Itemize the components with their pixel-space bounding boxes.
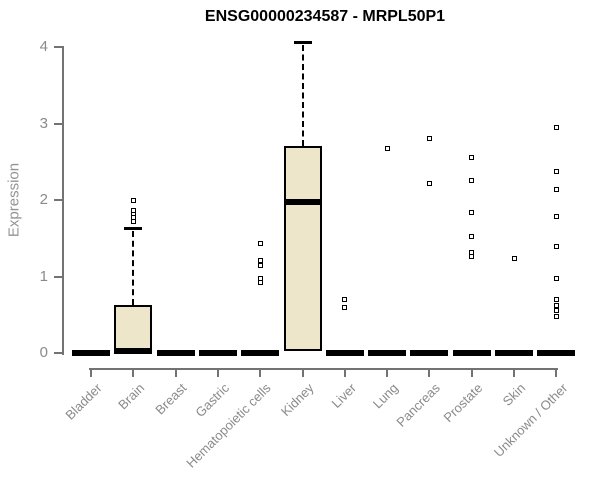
x-tick-label-lung: Lung [369,380,402,412]
y-tick-label-2: 2 [39,191,48,208]
median-unknown-other [537,350,576,356]
x-tick-label-prostate: Prostate [440,380,486,426]
outlier-hematopoietic-cells-1 [257,276,263,282]
x-tick [259,369,262,377]
median-breast [156,350,195,356]
y-tick-label-1: 1 [39,267,48,285]
box-kidney [283,145,322,352]
whisker-cap-brain [124,227,143,231]
outlier-skin-0 [511,255,517,261]
median-skin [495,350,533,356]
x-tick-label-pancreas: Pancreas [393,380,444,430]
outlier-hematopoietic-cells-3 [257,257,263,263]
outlier-prostate-5 [469,155,475,161]
y-tick-label-3: 3 [39,114,48,132]
x-tick-label-breast: Breast [152,380,190,418]
outlier-unknown-other-2 [553,303,559,309]
x-tick [555,369,558,377]
x-tick [174,369,177,377]
y-tick-label-0: 0 [39,344,48,361]
outlier-hematopoietic-cells-2 [257,262,263,268]
box-brain [114,304,153,353]
y-tick [54,46,63,48]
outlier-prostate-2 [469,234,475,240]
x-tick-label-liver: Liver [328,380,359,411]
whisker-kidney [301,44,304,146]
x-tick [343,369,346,377]
outlier-unknown-other-1 [553,308,559,314]
outlier-hematopoietic-cells-4 [257,241,263,247]
x-tick [513,369,515,377]
median-brain [114,348,153,355]
x-tick-label-skin: Skin [499,380,528,409]
x-tick-label-brain: Brain [115,380,148,413]
outlier-unknown-other-8 [553,169,559,175]
outlier-prostate-4 [469,178,475,184]
median-pancreas [410,350,449,356]
x-tick [470,369,473,377]
y-tick-label-4: 4 [39,38,48,55]
y-axis-line [62,46,64,355]
x-tick-label-gastric: Gastric [192,380,232,421]
x-tick [132,369,135,377]
outlier-unknown-other-6 [553,214,559,220]
y-tick [54,352,63,354]
x-tick [216,369,219,377]
median-prostate [452,350,491,356]
x-tick-label-hematopoietic-cells: Hematopoietic cells [183,380,275,471]
y-tick [54,275,63,278]
outlier-brain-3 [130,208,136,214]
y-tick [54,122,63,125]
outlier-pancreas-1 [426,136,432,142]
whisker-brain [132,231,135,305]
x-axis-line [89,368,559,370]
outlier-pancreas-0 [426,181,432,187]
outlier-brain-4 [130,198,136,204]
x-tick [386,369,389,377]
x-tick [428,369,431,377]
x-tick-label-kidney: Kidney [277,380,317,420]
median-gastric [198,350,237,356]
outlier-liver-0 [342,305,348,311]
chart-title: ENSG00000234587 - MRPL50P1 [204,8,446,25]
outlier-unknown-other-9 [553,124,559,130]
outlier-prostate-1 [469,250,475,256]
outlier-unknown-other-0 [553,313,559,319]
median-hematopoietic-cells [241,350,280,356]
whisker-cap-kidney [293,40,312,44]
median-kidney [283,199,322,206]
outlier-unknown-other-3 [553,296,559,302]
outlier-prostate-3 [469,209,475,215]
y-tick [54,199,63,201]
outlier-unknown-other-4 [553,275,559,281]
x-tick-label-bladder: Bladder [62,380,105,423]
x-tick [301,369,304,377]
outlier-unknown-other-7 [553,186,559,192]
median-liver [325,350,364,356]
outlier-liver-1 [342,296,348,302]
median-lung [368,350,407,356]
outlier-lung-0 [384,146,390,152]
median-bladder [72,350,110,356]
x-tick [90,369,92,377]
outlier-unknown-other-5 [553,244,559,250]
